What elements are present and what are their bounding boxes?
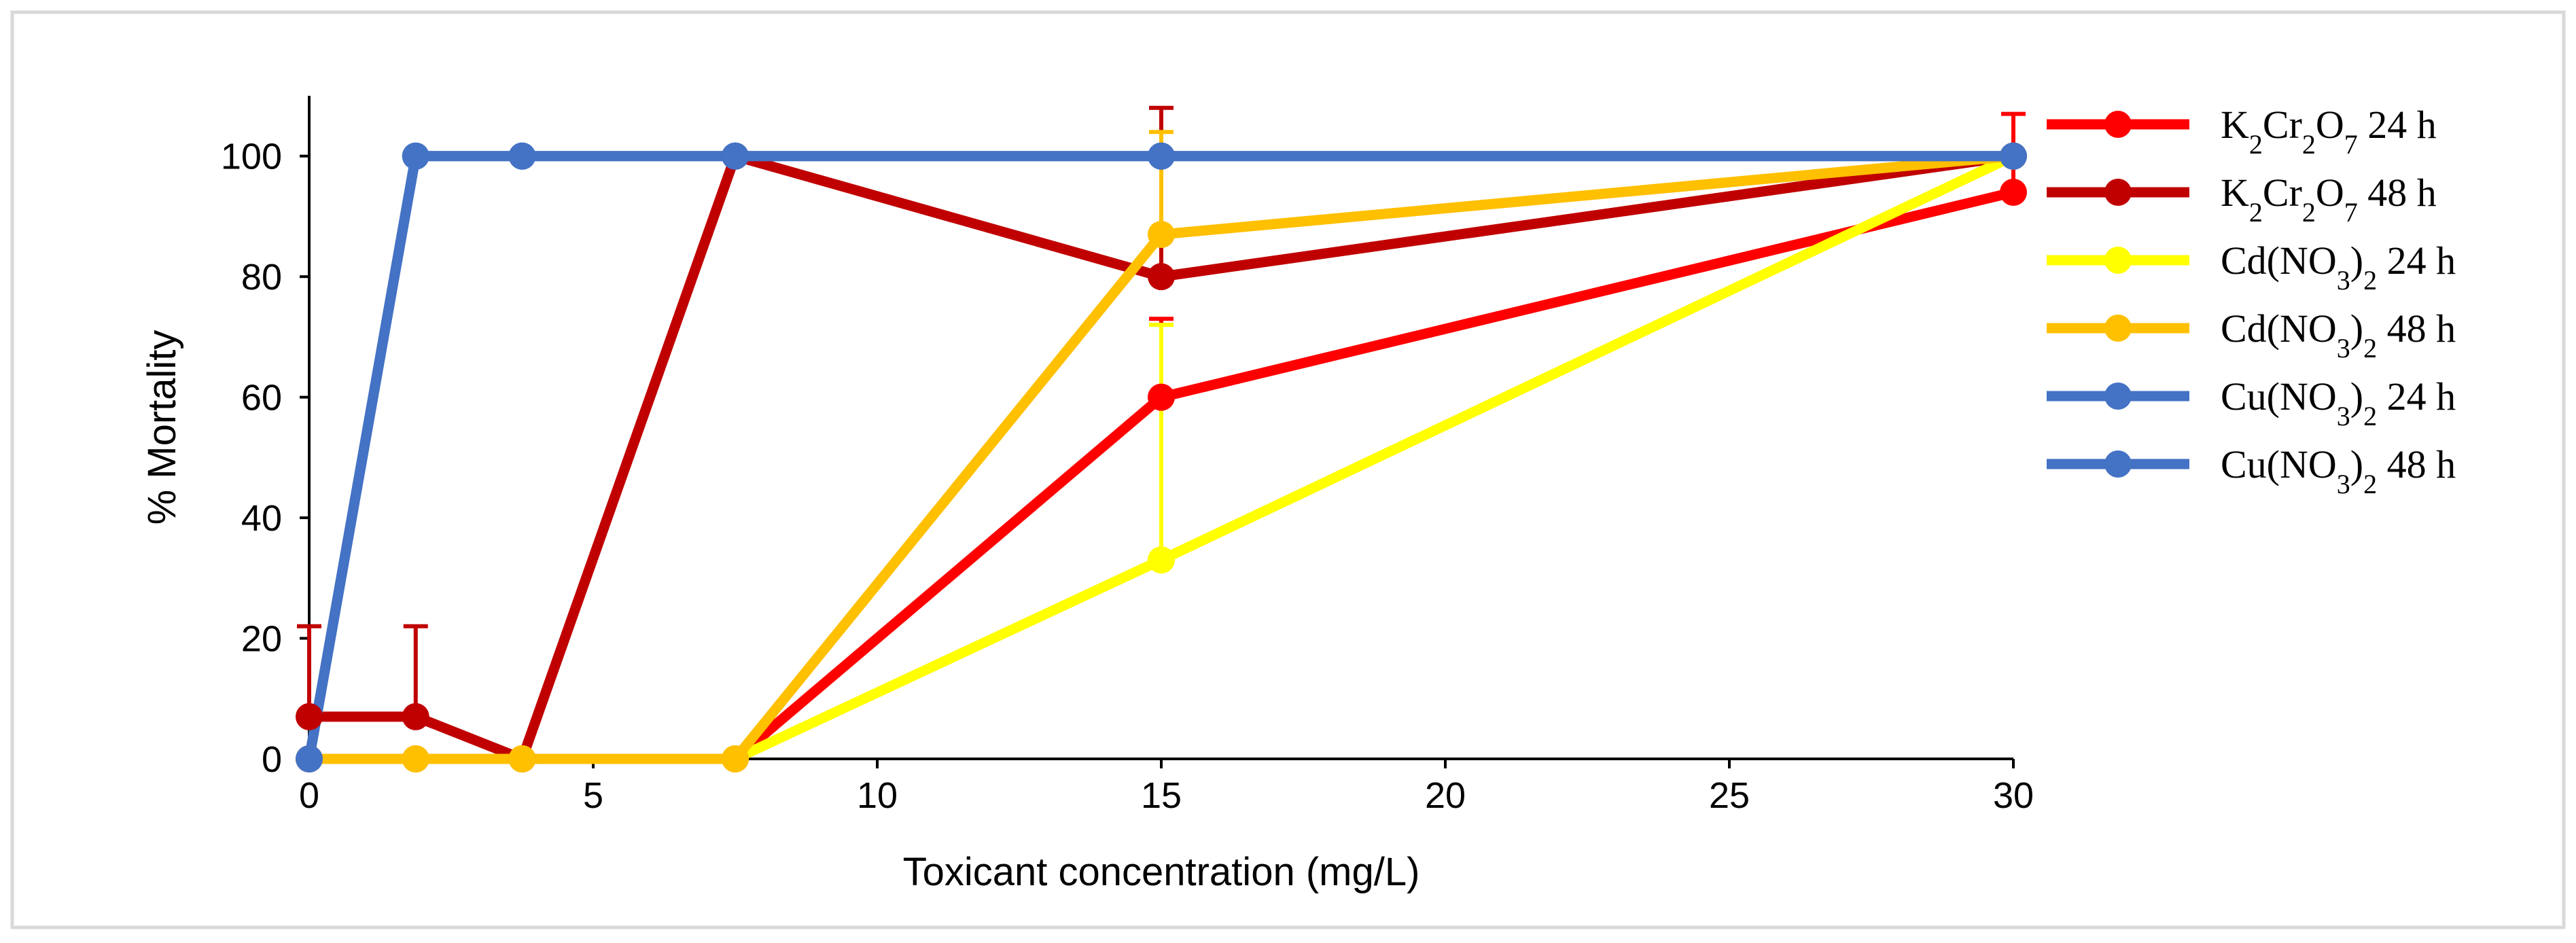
legend-text: Cd(NO	[2221, 238, 2337, 283]
legend-swatch-marker	[2104, 450, 2132, 478]
legend-subscript: 7	[2344, 197, 2358, 228]
data-point	[296, 702, 323, 730]
legend-text: O	[2316, 103, 2344, 147]
legend-text: )	[2350, 306, 2363, 351]
legend-text: Cr	[2263, 103, 2302, 147]
legend-swatch-marker	[2104, 382, 2132, 410]
legend-item: K2Cr2O7 48 h	[2047, 171, 2437, 228]
legend-subscript: 2	[2302, 129, 2316, 160]
x-tick-label: 25	[1709, 775, 1750, 816]
legend-subscript: 2	[2363, 265, 2377, 296]
legend-text: 48 h	[2358, 171, 2437, 215]
legend-text: Cr	[2263, 171, 2302, 215]
legend-label: Cd(NO3)2 24 h	[2221, 238, 2456, 296]
legend-text: K	[2221, 171, 2249, 215]
legend-text: K	[2221, 103, 2249, 147]
legend-swatch-marker	[2104, 111, 2132, 138]
legend-text: 48 h	[2377, 442, 2456, 486]
x-tick-label: 10	[857, 775, 898, 816]
legend-text: 24 h	[2377, 238, 2456, 283]
data-point	[508, 745, 536, 772]
legend-subscript: 2	[2302, 197, 2316, 228]
legend-item: Cu(NO3)2 48 h	[2047, 442, 2456, 499]
y-tick-label: 40	[241, 498, 282, 539]
legend-text: Cu(NO	[2221, 374, 2337, 419]
series-line	[304, 151, 2013, 760]
legend-subscript: 3	[2337, 265, 2350, 296]
data-point	[402, 702, 429, 730]
x-tick-label: 5	[583, 775, 603, 816]
series-points-group	[296, 142, 2027, 772]
x-tick-label: 30	[1993, 775, 2034, 816]
data-point	[1148, 142, 1175, 170]
legend-label: Cd(NO3)2 48 h	[2221, 306, 2456, 363]
data-point	[1148, 263, 1175, 291]
x-tick-label: 20	[1425, 775, 1466, 816]
legend-text: )	[2350, 238, 2363, 283]
legend-subscript: 2	[2249, 197, 2263, 228]
data-point	[1148, 546, 1175, 574]
legend-text: 24 h	[2377, 374, 2456, 419]
y-axis-title: % Mortality	[140, 330, 184, 525]
legend-text: O	[2316, 171, 2344, 215]
data-point	[722, 142, 749, 170]
data-point	[402, 142, 429, 170]
y-tick-label: 20	[241, 619, 282, 660]
y-tick-label: 80	[241, 257, 282, 298]
series-lines-group	[304, 149, 2016, 766]
legend-text: Cu(NO	[2221, 442, 2337, 486]
legend-label: K2Cr2O7 48 h	[2221, 171, 2437, 228]
legend-subscript: 3	[2337, 333, 2350, 363]
data-point	[1148, 221, 1175, 249]
y-tick-label: 100	[221, 137, 282, 177]
legend-subscript: 7	[2344, 129, 2358, 160]
data-point	[2000, 142, 2027, 170]
data-point	[2000, 178, 2027, 206]
legend-label: Cu(NO3)2 24 h	[2221, 374, 2456, 431]
data-point	[296, 745, 323, 772]
legend-subscript: 2	[2363, 401, 2377, 431]
legend-text: 24 h	[2358, 103, 2437, 147]
series-line	[309, 151, 2014, 764]
legend-text: Cd(NO	[2221, 306, 2337, 351]
x-axis-title: Toxicant concentration (mg/L)	[903, 850, 1420, 894]
y-tick-label: 60	[241, 378, 282, 419]
legend-text: 48 h	[2377, 306, 2456, 351]
legend-swatch-marker	[2104, 179, 2132, 206]
legend-subscript: 3	[2337, 469, 2350, 499]
series-line	[309, 149, 2015, 766]
legend-label: Cu(NO3)2 48 h	[2221, 442, 2456, 499]
x-tick-label: 0	[299, 775, 319, 816]
data-point	[402, 745, 429, 772]
legend-item: K2Cr2O7 24 h	[2047, 103, 2437, 160]
legend-item: Cd(NO3)2 48 h	[2047, 306, 2456, 363]
data-point	[508, 142, 536, 170]
ticks-group: 0 5 10 15 20 25 30 0 20 40 60 80 100	[221, 137, 2034, 816]
x-tick-label: 15	[1141, 775, 1182, 816]
legend-subscript: 2	[2363, 333, 2377, 363]
legend-label: K2Cr2O7 24 h	[2221, 103, 2437, 160]
legend-subscript: 2	[2363, 469, 2377, 499]
legend-swatch-marker	[2104, 315, 2132, 342]
legend-subscript: 2	[2249, 129, 2263, 160]
legend-item: Cd(NO3)2 24 h	[2047, 238, 2456, 296]
legend-item: Cu(NO3)2 24 h	[2047, 374, 2456, 431]
legend-text: )	[2350, 374, 2363, 419]
legend-swatch-marker	[2104, 247, 2132, 274]
data-point	[722, 745, 749, 772]
chart-border	[10, 10, 2566, 929]
legend-subscript: 3	[2337, 401, 2350, 431]
data-point	[1148, 383, 1175, 411]
y-tick-label: 0	[262, 739, 282, 780]
legend-text: )	[2350, 442, 2363, 486]
